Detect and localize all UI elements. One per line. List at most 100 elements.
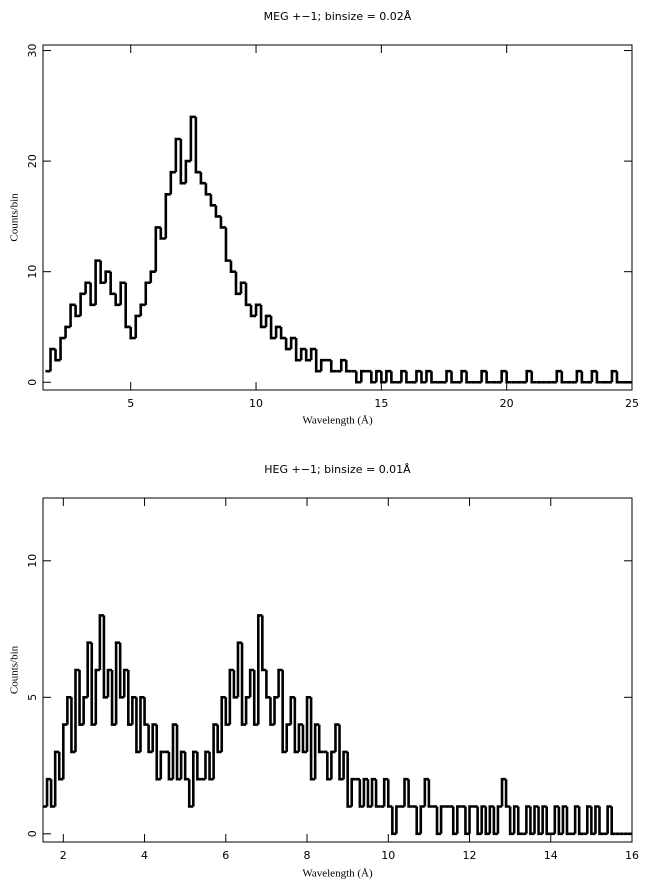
histogram-step (98, 614, 104, 670)
histogram-step (350, 777, 356, 807)
histogram-step (167, 751, 173, 781)
y-axis-label: Counts/bin (9, 645, 21, 694)
histogram-step (248, 668, 255, 698)
histogram-step (199, 172, 206, 185)
histogram-step (313, 723, 320, 780)
histogram-step (573, 805, 580, 834)
histogram-step (220, 696, 226, 752)
histogram-step (228, 668, 234, 725)
histogram-step (57, 751, 64, 781)
histogram-step (386, 779, 393, 808)
x-tick-label: 20 (500, 397, 514, 410)
histogram-step (420, 371, 427, 384)
histogram-step (239, 281, 247, 294)
histogram-step (297, 723, 303, 752)
histogram-step (236, 641, 243, 698)
histogram-step (450, 371, 457, 384)
histogram-step (403, 777, 409, 807)
histogram-step (219, 216, 226, 229)
histogram-step (194, 116, 201, 174)
histogram-step (575, 369, 582, 383)
histogram-step (423, 777, 429, 807)
x-tick-label: 8 (304, 849, 311, 862)
histogram-step (435, 806, 442, 836)
histogram-step (109, 271, 116, 296)
histogram-step (119, 281, 126, 305)
histogram-step (74, 304, 81, 318)
histogram-step (84, 281, 91, 294)
histogram-step (339, 358, 347, 372)
histogram-step (415, 806, 421, 836)
histogram-step (179, 138, 186, 185)
histogram-step (196, 751, 202, 781)
histogram-step (143, 697, 149, 726)
histogram-step (289, 336, 297, 350)
histogram-step (299, 347, 307, 361)
histogram-step (504, 779, 511, 808)
histogram-step (529, 806, 535, 836)
histogram-step (317, 724, 324, 754)
histogram-step (62, 723, 68, 780)
histogram-step (261, 615, 267, 672)
histogram-step (232, 670, 238, 699)
histogram-step (224, 697, 230, 726)
histogram-step (354, 371, 362, 384)
histogram-step (309, 347, 317, 361)
histogram-step (500, 369, 507, 383)
histogram-step (252, 670, 259, 726)
histogram-step (249, 304, 257, 318)
histogram-step (485, 371, 492, 384)
histogram-step (314, 349, 322, 373)
histogram-step (615, 371, 622, 384)
histogram-step (229, 260, 236, 273)
histogram-step (465, 371, 472, 384)
histogram-step (289, 696, 295, 725)
histogram-step (265, 670, 271, 699)
histogram-step (281, 670, 287, 754)
histogram-step (244, 282, 252, 307)
x-tick-label: 2 (60, 849, 67, 862)
histogram-step (439, 805, 446, 834)
histogram-step (533, 805, 539, 834)
histogram-step (183, 751, 190, 781)
histogram-step (360, 369, 367, 383)
histogram-step (460, 369, 467, 383)
histogram-step (86, 641, 92, 698)
histogram-step (273, 696, 279, 725)
histogram-step (78, 670, 84, 726)
histogram-step (362, 777, 368, 807)
histogram-step (70, 697, 76, 754)
histogram-step (59, 336, 66, 361)
histogram-step (284, 338, 292, 351)
histogram-step (94, 668, 100, 725)
chart-title: MEG +−1; binsize = 0.02Å (264, 10, 412, 23)
histogram-step (99, 260, 106, 285)
histogram-step (155, 724, 161, 781)
x-axis-label: Wavelength (Å) (302, 415, 373, 427)
chart-title: HEG +−1; binsize = 0.01Å (264, 463, 411, 476)
histogram-step (53, 750, 60, 807)
histogram-step (259, 304, 267, 329)
histogram-step (590, 369, 597, 383)
histogram-step (102, 615, 108, 699)
histogram-step (187, 779, 194, 808)
histogram-step (391, 806, 397, 836)
x-tick-label: 25 (625, 397, 639, 410)
histogram-step (131, 696, 137, 725)
histogram-step (553, 805, 559, 834)
histogram-step (358, 779, 364, 808)
histogram-step (456, 805, 462, 834)
histogram-step (606, 805, 612, 834)
x-tick-label: 6 (222, 849, 229, 862)
histogram-step (154, 226, 161, 272)
histogram-step (254, 303, 262, 316)
x-tick-label: 14 (544, 849, 558, 862)
histogram-step (139, 696, 145, 752)
histogram-step (496, 805, 503, 834)
histogram-step (179, 750, 186, 780)
histogram-step (480, 805, 486, 834)
histogram-step (305, 696, 312, 752)
histogram-step (234, 271, 242, 296)
histogram-step (500, 777, 507, 807)
histogram-step (129, 326, 136, 340)
